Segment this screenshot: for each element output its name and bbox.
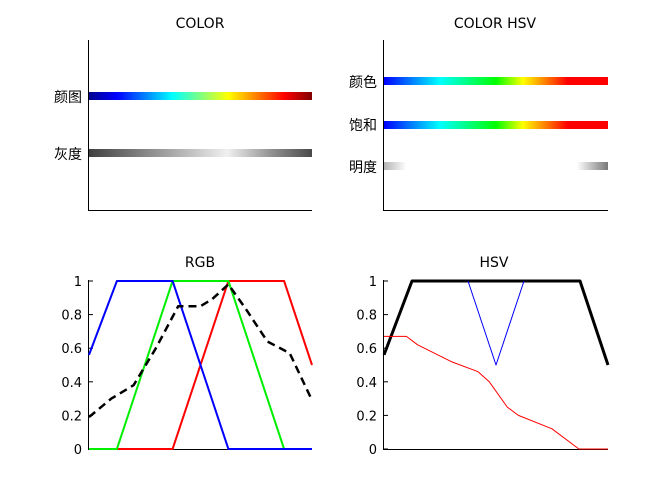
y-tick-label: 0.8 xyxy=(61,309,82,324)
panel-rgb: RGB 0 0.2 0.4 0.6 0.8 1 xyxy=(61,255,314,458)
y-tick-label: 0.8 xyxy=(356,309,377,324)
colorbar-strip xyxy=(384,77,608,85)
y-tick-label: 0.6 xyxy=(356,342,377,357)
colorbar-strip xyxy=(384,121,608,129)
y-tick-label: 0.2 xyxy=(356,409,377,424)
panel-color: COLOR 颜图 灰度 xyxy=(54,16,312,211)
row-label: 明度 xyxy=(349,160,377,176)
series-line xyxy=(88,283,314,419)
series-line xyxy=(384,335,608,450)
colorbar-row: 颜图 xyxy=(54,90,312,106)
row-label: 颜图 xyxy=(54,90,82,106)
colorbar-strip xyxy=(89,149,312,157)
y-axis-ticks: 0 0.2 0.4 0.6 0.8 1 xyxy=(356,275,388,458)
y-tick-label: 0.4 xyxy=(61,376,82,391)
y-tick-label: 0.2 xyxy=(61,409,82,424)
panel-title: RGB xyxy=(185,255,215,271)
panel-title: HSV xyxy=(480,255,509,271)
series-line xyxy=(467,280,525,366)
series-line xyxy=(88,280,312,450)
colorbar-strip xyxy=(384,162,608,170)
y-tick-label: 0 xyxy=(74,443,82,458)
y-tick-label: 1 xyxy=(369,275,377,290)
colorbar-strip xyxy=(89,92,312,100)
colorbar-row: 颜色 xyxy=(349,74,608,91)
y-tick-label: 1 xyxy=(74,275,82,290)
plot-lines xyxy=(88,280,314,450)
colorbar-row: 饱和 xyxy=(349,118,608,134)
axis-frame xyxy=(383,280,608,450)
panel-color-hsv: COLOR HSV 颜色 饱和 明度 xyxy=(349,16,608,211)
colorbar-row: 灰度 xyxy=(54,147,312,163)
axis-frame xyxy=(383,40,608,211)
y-tick-label: 0.6 xyxy=(61,342,82,357)
panel-title: COLOR xyxy=(176,16,225,32)
plot-lines xyxy=(382,279,610,450)
series-line xyxy=(382,279,610,366)
row-label: 饱和 xyxy=(349,118,377,134)
colorbar-row: 明度 xyxy=(349,160,608,176)
y-axis-ticks: 0 0.2 0.4 0.6 0.8 1 xyxy=(61,275,93,458)
panel-hsv: HSV 0 0.2 0.4 0.6 0.8 1 xyxy=(356,255,610,458)
row-label: 颜色 xyxy=(349,74,377,91)
y-tick-label: 0.4 xyxy=(356,376,377,391)
axis-frame xyxy=(88,40,312,211)
row-label: 灰度 xyxy=(54,147,82,163)
y-tick-label: 0 xyxy=(369,443,377,458)
panel-title: COLOR HSV xyxy=(454,16,537,32)
